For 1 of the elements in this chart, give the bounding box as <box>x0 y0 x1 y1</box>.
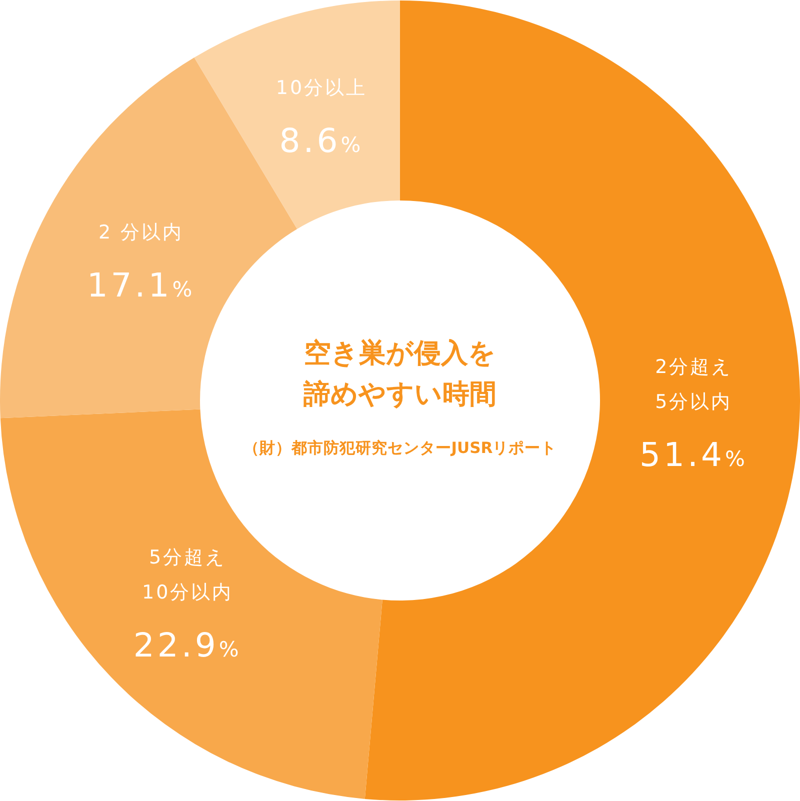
title: 空き巣が侵入を諦めやすい時間 <box>304 338 496 410</box>
